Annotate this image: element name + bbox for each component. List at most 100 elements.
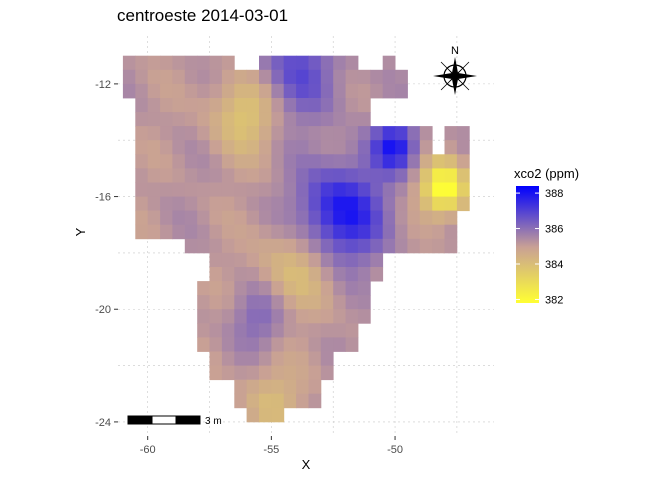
heatmap-cell	[283, 112, 297, 127]
heatmap-cell	[209, 281, 223, 296]
heatmap-cell	[160, 69, 173, 85]
heatmap-cell	[444, 182, 458, 197]
heatmap-cell	[234, 140, 248, 155]
heatmap-cell	[271, 309, 285, 324]
heatmap-cell	[308, 224, 322, 240]
heatmap-cell	[259, 126, 272, 141]
heatmap-cell	[246, 168, 260, 183]
heatmap-cell	[234, 323, 248, 338]
heatmap-cell	[296, 281, 309, 296]
heatmap-cell	[333, 267, 346, 282]
heatmap-cell	[160, 98, 173, 113]
heatmap-cell	[135, 196, 149, 212]
heatmap-cell	[160, 182, 173, 197]
heatmap-cell	[320, 238, 334, 254]
heatmap-cell	[308, 351, 322, 366]
heatmap-cell	[283, 295, 297, 310]
heatmap-cell	[259, 224, 272, 240]
heatmap-cell	[333, 281, 346, 296]
heatmap-cell	[209, 98, 223, 113]
heatmap-cell	[197, 224, 210, 240]
heatmap-cell	[221, 196, 235, 212]
heatmap-cell	[333, 126, 346, 141]
heatmap-cell	[333, 168, 346, 183]
heatmap-cell	[283, 126, 297, 141]
y-tick-label: -24	[95, 417, 111, 429]
heatmap-cell	[308, 309, 322, 324]
heatmap-cell	[209, 295, 223, 310]
heatmap-cell	[382, 69, 396, 85]
heatmap-cell	[382, 140, 396, 155]
heatmap-cell	[259, 337, 272, 352]
heatmap-cell	[147, 83, 161, 99]
heatmap-cell	[407, 182, 421, 197]
heatmap-cell	[357, 112, 371, 127]
scale-bar: 3 m	[127, 415, 222, 427]
heatmap-cell	[234, 393, 248, 409]
heatmap-cell	[197, 140, 210, 155]
heatmap-cell	[184, 196, 198, 212]
heatmap-cell	[308, 196, 322, 212]
legend-tick-label: 388	[545, 188, 563, 200]
heatmap-cell	[209, 337, 223, 352]
heatmap-cell	[333, 182, 346, 197]
heatmap-cell	[296, 196, 309, 212]
heatmap-cell	[333, 224, 346, 240]
heatmap-cell	[160, 140, 173, 155]
heatmap-cell	[172, 126, 186, 141]
heatmap-cell	[320, 140, 334, 155]
heatmap-cell	[357, 98, 371, 113]
heatmap-cell	[419, 182, 433, 197]
x-tick-label: -60	[140, 444, 156, 456]
heatmap-cell	[432, 210, 445, 226]
heatmap-cell	[370, 154, 384, 169]
heatmap-cell	[234, 83, 248, 99]
heatmap-cell	[345, 210, 359, 226]
heatmap-cell	[221, 365, 235, 381]
heatmap-cell	[160, 168, 173, 183]
heatmap-cell	[444, 154, 458, 169]
heatmap-cell	[246, 252, 260, 268]
heatmap-cell	[271, 154, 285, 169]
heatmap-cell	[357, 267, 371, 282]
heatmap-cell	[147, 126, 161, 141]
heatmap-cell	[407, 154, 421, 169]
heatmap-cell	[221, 140, 235, 155]
scale-bar-label: 3 m	[205, 416, 222, 427]
heatmap-cell	[444, 126, 458, 141]
heatmap-cell	[246, 295, 260, 310]
heatmap-cell	[382, 224, 396, 240]
heatmap-cell	[259, 182, 272, 197]
heatmap-cell	[184, 55, 198, 71]
heatmap-cell	[209, 69, 223, 85]
heatmap-cell	[357, 168, 371, 183]
heatmap-cell	[234, 281, 248, 296]
heatmap-cell	[382, 196, 396, 212]
heatmap-cell	[160, 196, 173, 212]
heatmap-cell	[135, 69, 149, 85]
heatmap-cell	[395, 126, 408, 141]
heatmap-cell	[320, 365, 334, 381]
heatmap-cell	[444, 238, 458, 254]
heatmap-cell	[184, 83, 198, 99]
heatmap-cell	[419, 168, 433, 183]
heatmap-cell	[271, 281, 285, 296]
heatmap-cell	[246, 126, 260, 141]
heatmap-cell	[246, 379, 260, 395]
heatmap-cell	[197, 69, 210, 85]
heatmap-cell	[296, 393, 309, 409]
heatmap-cell	[209, 323, 223, 338]
heatmap-cell	[246, 69, 260, 85]
heatmap-cell	[271, 55, 285, 71]
heatmap-cell	[135, 55, 149, 71]
y-tick-label: -16	[95, 192, 111, 204]
heatmap-cell	[345, 98, 359, 113]
heatmap-cell	[160, 112, 173, 127]
heatmap-cell	[395, 238, 408, 254]
heatmap-cell	[370, 196, 384, 212]
heatmap-cell	[456, 140, 470, 155]
heatmap-cell	[432, 182, 445, 197]
heatmap-cell	[456, 182, 470, 197]
heatmap-cell	[147, 168, 161, 183]
heatmap-cell	[135, 83, 149, 99]
